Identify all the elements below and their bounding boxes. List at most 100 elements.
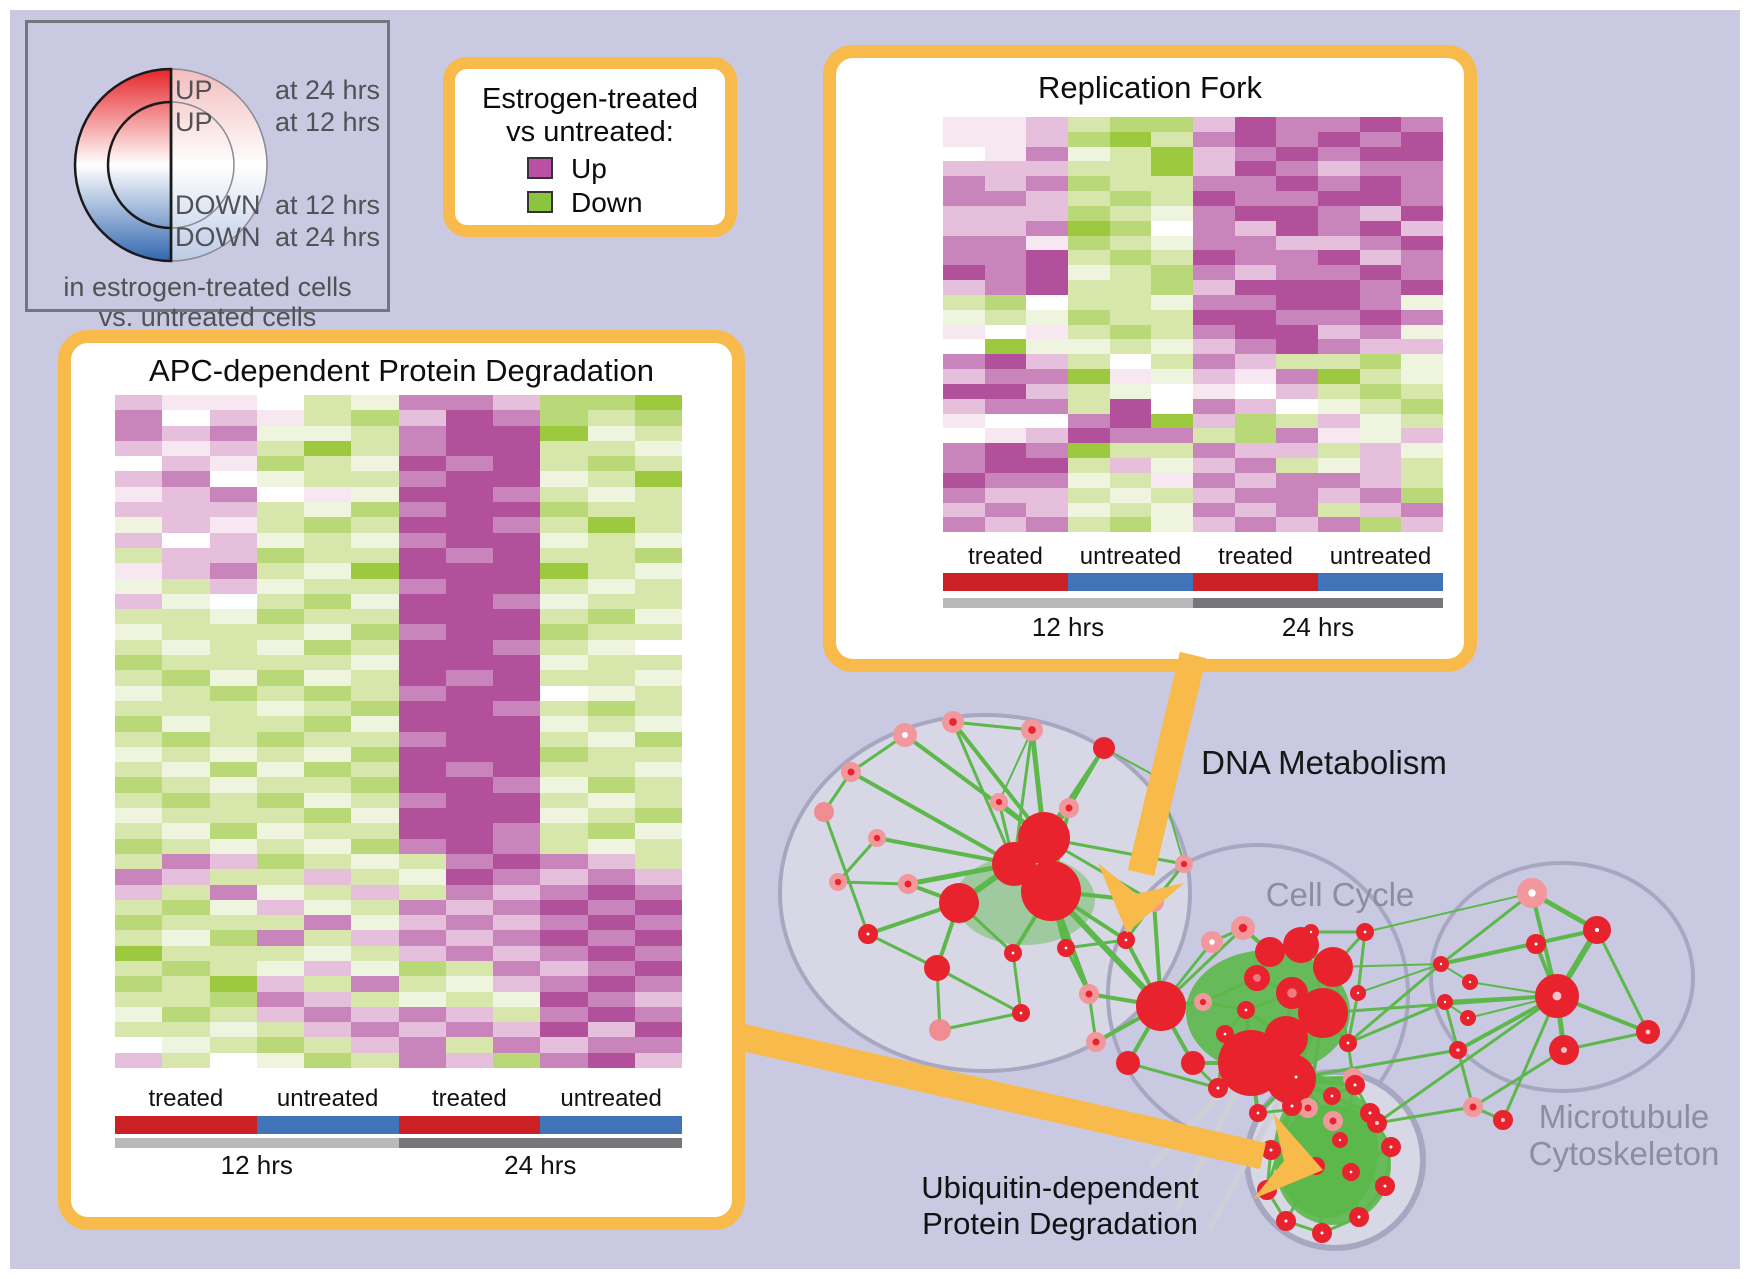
heatmap-cell [1276,161,1319,177]
heatmap-cell [984,235,1027,251]
heatmap-cell [634,808,682,824]
heatmap-cell [1026,131,1069,147]
heatmap-cell [1401,294,1444,310]
heatmap-cell [1401,265,1444,281]
heatmap-row [115,547,682,564]
heatmap-cell [209,1052,257,1069]
heatmap-cell [162,471,210,487]
heatmap-cell [1068,161,1110,177]
heatmap-cell [1151,235,1194,251]
heatmap-cell [304,517,352,533]
heatmap-cell [1318,398,1360,414]
heatmap-cell [1026,398,1069,414]
heatmap-cell [984,117,1027,132]
heatmap-cell [1401,487,1444,503]
heatmap-cell [1193,250,1235,266]
heatmap-cell [445,425,493,441]
heatmap-cell [540,808,588,824]
heatmap-cell [1359,220,1402,236]
heatmap-cell [351,410,399,426]
heatmap-cell [351,578,399,594]
heatmap-cell [1026,235,1069,251]
heatmap-cell [1109,428,1152,444]
group-bar-treated [943,573,1068,591]
heatmap-cell [304,593,352,610]
heatmap-cell [209,547,257,564]
heatmap-cell [209,991,257,1007]
heatmap-row [115,823,682,839]
heatmap-cell [1151,250,1194,266]
group-bar-untreated [256,1116,399,1134]
time-label-24hrs: 24 hrs [504,1150,577,1180]
heatmap-cell [1068,191,1110,206]
heatmap-cell [162,655,210,671]
heatmap-cell [445,1052,493,1069]
cluster-label-ubiquitin-line2: Protein Degradation [922,1206,1198,1241]
heatmap-cell [1318,502,1360,518]
heatmap-cell [540,838,588,854]
heatmap-cell [1109,117,1152,132]
heatmap-cell [162,1037,210,1053]
heatmap-cell [445,762,493,778]
heatmap-cell [1193,280,1235,295]
heatmap-cell [1234,309,1277,325]
heatmap-cell [1109,472,1152,488]
heatmap-cell [398,945,446,961]
heatmap-cell [209,930,257,946]
heatmap-cell [1234,146,1277,162]
heatmap-cell [540,945,588,961]
heatmap-cell [256,976,304,992]
heatmap-cell [587,976,635,992]
heatmap-cell [1318,294,1360,310]
time-bar-24hrs [398,1138,682,1148]
heatmap-cell [445,991,493,1007]
heatmap-cell [398,624,446,640]
heatmap-cell [1151,161,1194,177]
heatmap-cell [1109,354,1152,370]
heatmap-cell [304,915,352,931]
heatmap-cell [1276,250,1319,266]
heatmap-cell [398,960,446,977]
heatmap-cell [351,899,399,916]
heatmap-cell [943,517,985,533]
heatmap-row [115,853,682,870]
heatmap-cell [398,808,446,824]
heatmap-cell [1359,235,1402,251]
heatmap-cell [209,471,257,487]
heatmap-cell [209,593,257,610]
heatmap-cell [209,869,257,885]
heatmap-cell [1276,472,1319,488]
heatmap-cell [493,731,541,747]
heatmap-cell [1234,117,1277,132]
heatmap-cell [162,624,210,640]
heatmap-row [943,398,1444,414]
heatmap-cell [398,502,446,518]
heatmap-cell [162,1052,210,1069]
heatmap-cell [943,161,985,177]
heatmap-cell [1318,280,1360,295]
heatmap-row [115,685,682,701]
heatmap-cell [115,899,163,916]
heatmap-cell [398,930,446,946]
heatmap-cell [1068,458,1110,473]
heatmap-cell [1359,191,1402,206]
heatmap-cell [1068,369,1110,384]
heatmap-row [943,458,1444,473]
heatmap-cell [493,670,541,686]
heatmap-cell [115,1022,163,1038]
heatmap-cell [304,976,352,992]
heatmap-cell [445,609,493,625]
heatmap-cell [587,700,635,717]
heatmap-cell [1359,117,1402,132]
heatmap-cell [1193,191,1235,206]
heatmap-cell [1401,383,1444,399]
heatmap-cell [1276,428,1319,444]
heatmap-cell [445,1022,493,1038]
heatmap-row [943,280,1444,295]
heatmap-row [115,440,682,457]
heatmap-cell [1401,443,1444,459]
group-label-treated: treated [1218,543,1293,570]
heatmap-row [115,945,682,961]
heatmap-cell [1068,413,1110,429]
heatmap-row [115,884,682,900]
